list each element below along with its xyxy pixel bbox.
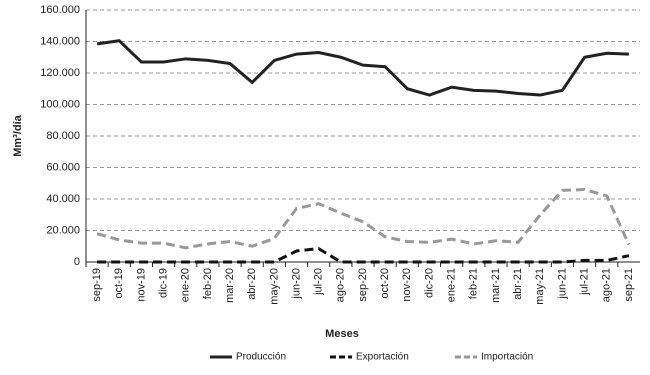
y-tick-label: 40.000 bbox=[46, 193, 80, 205]
x-tick-label: jun-20 bbox=[290, 268, 302, 300]
x-tick-label: sep-19 bbox=[91, 268, 103, 302]
x-tick-label: ago-21 bbox=[601, 268, 613, 302]
x-tick-label: oct-19 bbox=[113, 268, 125, 299]
y-tick-label: 20.000 bbox=[46, 224, 80, 236]
y-tick-label: 80.000 bbox=[46, 130, 80, 142]
x-tick-label: ago-20 bbox=[335, 268, 347, 302]
x-tick-label: abr-21 bbox=[512, 268, 524, 300]
x-tick-label: jul-20 bbox=[313, 268, 325, 296]
x-tick-label: ene-21 bbox=[446, 268, 458, 302]
series-line bbox=[97, 247, 630, 264]
x-tick-label: dic-20 bbox=[423, 268, 435, 298]
legend-label: Producción bbox=[236, 352, 286, 363]
x-tick-label: mar-20 bbox=[224, 268, 236, 303]
x-tick-label: oct-20 bbox=[379, 268, 391, 299]
y-tick-label: 160.000 bbox=[40, 4, 80, 16]
x-tick-label: may-21 bbox=[534, 268, 546, 305]
legend-label: Exportación bbox=[356, 352, 409, 363]
y-tick-label: 0 bbox=[74, 256, 80, 268]
y-tick-label: 120.000 bbox=[40, 67, 80, 79]
x-tick-label: sep-21 bbox=[623, 268, 635, 302]
y-tick-label: 60.000 bbox=[46, 161, 80, 173]
series-line bbox=[96, 39, 629, 97]
series-line bbox=[96, 188, 631, 250]
y-tick-label: 100.000 bbox=[40, 98, 80, 110]
x-tick-label: nov-20 bbox=[401, 268, 413, 302]
x-axis-label: Meses bbox=[325, 328, 359, 340]
x-tick-label: dic-19 bbox=[157, 268, 169, 298]
x-tick-label: ene-20 bbox=[180, 268, 192, 302]
x-tick-label: may-20 bbox=[268, 268, 280, 305]
x-tick-label: jun-21 bbox=[556, 268, 568, 300]
x-tick-label: mar-21 bbox=[490, 268, 502, 303]
x-tick-label: jul-21 bbox=[579, 268, 591, 296]
x-tick-label: sep-20 bbox=[357, 268, 369, 302]
x-tick-label: nov-19 bbox=[135, 268, 147, 302]
x-tick-label: feb-21 bbox=[468, 268, 480, 299]
y-axis-label: Mm³/día bbox=[12, 114, 24, 156]
y-tick-label: 140.000 bbox=[40, 35, 80, 47]
legend-label: Importación bbox=[481, 352, 533, 363]
x-tick-label: feb-20 bbox=[202, 268, 214, 299]
x-tick-label: abr-20 bbox=[246, 268, 258, 300]
